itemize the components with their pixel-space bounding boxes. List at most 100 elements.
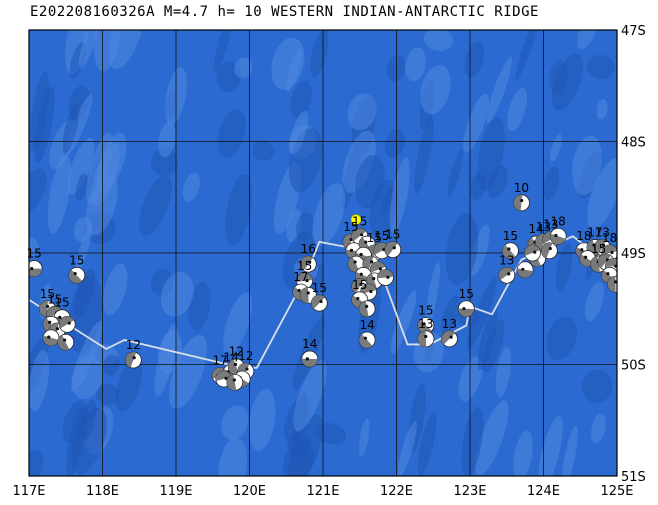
bathymetry-patch: [464, 41, 484, 78]
focal-mechanism-icon: [42, 329, 60, 347]
depth-label: 15: [459, 287, 474, 301]
bathymetry-patch: [587, 158, 617, 230]
bathymetry-patch: [596, 98, 608, 120]
depth-label: 15: [352, 214, 367, 228]
bathymetry-patch: [223, 292, 253, 355]
bathymetry-patch: [355, 154, 385, 209]
bathymetry-patch: [581, 369, 613, 403]
bathymetry-patch: [71, 407, 107, 474]
bathymetry-patch: [30, 71, 50, 152]
focal-mechanism-icon: [417, 330, 435, 348]
depth-label: 13: [595, 225, 610, 239]
bathymetry-patch: [102, 354, 120, 376]
bathymetry-patch: [586, 54, 615, 80]
depth-label: 18: [551, 214, 566, 228]
lon-tick-label: 118E: [86, 484, 119, 499]
depth-label: 15: [27, 247, 42, 261]
depth-label: 14: [359, 318, 374, 332]
depth-label: 15: [591, 242, 606, 256]
bathymetry-patch: [425, 262, 440, 329]
focal-mechanism-icon: [124, 351, 142, 369]
bathymetry-patch: [312, 182, 346, 247]
bathymetry-patch: [482, 319, 505, 372]
current-event-marker: [350, 214, 362, 225]
depth-label: 13: [543, 218, 558, 232]
bathymetry-patch: [221, 405, 249, 441]
focal-mechanism-icon: [58, 315, 76, 333]
bathymetry-patch: [78, 30, 103, 69]
bathymetry-patch: [34, 86, 55, 163]
bathymetry-patch: [447, 148, 464, 197]
bathymetry-patch: [440, 295, 461, 335]
focal-mechanism-icon: [516, 261, 534, 279]
depth-label: 13: [418, 317, 433, 331]
bathymetry-patch: [75, 173, 88, 202]
depth-label: 15: [503, 229, 518, 243]
depth-label: 15: [312, 281, 327, 295]
focal-mechanism-icon: [215, 370, 233, 388]
depth-label: 17: [212, 354, 227, 368]
focal-mechanism-icon: [457, 300, 475, 318]
bathymetry-patch: [551, 53, 584, 111]
bathymetry-patch: [543, 166, 560, 201]
depth-label: 15: [297, 259, 312, 273]
lon-tick-label: 124E: [527, 484, 560, 499]
bathymetry-patch: [590, 413, 606, 444]
depth-labels: 15 15151515121714121216151715141415151515…: [27, 181, 618, 368]
bathymetry-patch: [572, 135, 603, 196]
focal-mechanism-icon: [607, 275, 617, 293]
lat-tick-label: 49S: [621, 247, 646, 262]
lon-tick-label: 117E: [12, 484, 45, 499]
bathymetry-patch: [486, 56, 513, 124]
lon-tick-label: 125E: [600, 484, 633, 499]
bathymetry-patch: [495, 347, 511, 398]
bathymetry-patch: [160, 271, 194, 317]
bathymetry-patch: [477, 117, 505, 192]
focal-mechanism-icon: [384, 241, 402, 259]
depth-label: 15: [385, 228, 400, 242]
depth-label: 15: [54, 296, 69, 310]
bathymetry-patch: [405, 47, 426, 82]
lon-tick-label: 119E: [159, 484, 192, 499]
bathymetry-patch: [115, 358, 143, 412]
focal-mechanisms: [29, 194, 617, 391]
bathymetry-patch: [287, 431, 312, 457]
bathymetry-patch: [385, 128, 405, 159]
bathymetry-patch: [225, 174, 252, 246]
bathymetry-patch: [108, 30, 146, 70]
lon-tick-label: 123E: [453, 484, 486, 499]
depth-label: 10: [514, 181, 529, 195]
depth-label: 18: [576, 229, 591, 243]
focal-mechanism-icon: [68, 266, 86, 284]
bathymetry-patch: [103, 263, 128, 315]
lat-tick-label: 50S: [621, 359, 646, 374]
bathymetry-patch: [538, 415, 563, 476]
depth-label: 13: [442, 317, 457, 331]
bathymetry-patch: [139, 175, 172, 236]
bathymetry-patch: [67, 137, 95, 195]
depth-label: 15: [47, 292, 62, 306]
depth-label: 12: [126, 338, 141, 352]
bathymetry-patch: [475, 400, 509, 476]
depth-label: 15: [418, 303, 433, 317]
bathymetry-patch: [188, 281, 211, 331]
bathymetry-patch: [217, 109, 247, 158]
bathymetry-patch: [470, 172, 486, 201]
bathymetry-patch: [169, 334, 207, 409]
depth-label: 15: [40, 287, 55, 301]
bathymetry-patch: [342, 130, 376, 193]
bathymetry-patch: [47, 155, 72, 234]
bathymetry-patch: [29, 168, 47, 213]
bathymetry-patch: [561, 425, 578, 476]
focal-mechanism-icon: [358, 300, 376, 318]
focal-mechanism-icon: [502, 242, 519, 260]
lat-tick-label: 48S: [621, 136, 646, 151]
bathymetry-patch: [477, 308, 498, 370]
bathymetry-patch: [423, 30, 453, 52]
focal-mechanism-icon: [358, 331, 376, 349]
bathymetry-patch: [397, 421, 417, 476]
focal-mechanism-icon: [377, 269, 394, 286]
bathymetry-patch: [513, 430, 533, 476]
bathymetry-patch: [359, 418, 370, 457]
axis-labels: 117E 118E 119E 120E 121E 122E 123E 124E 125E 47S 4…: [12, 24, 645, 499]
